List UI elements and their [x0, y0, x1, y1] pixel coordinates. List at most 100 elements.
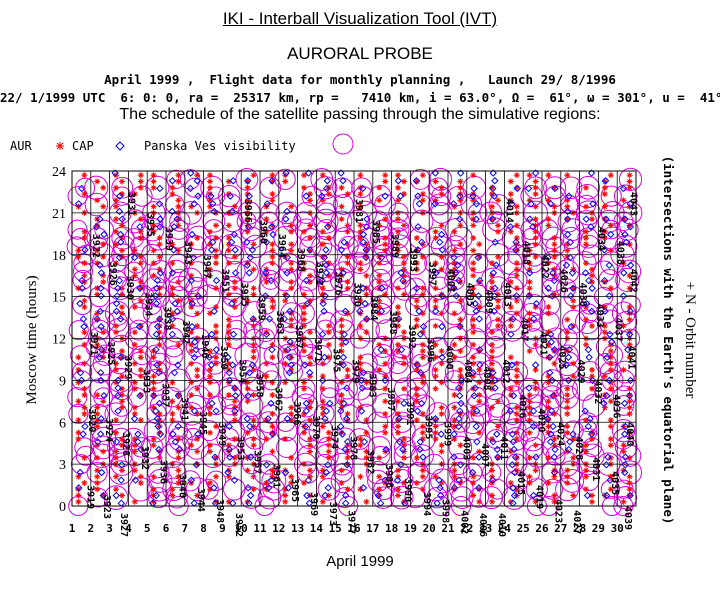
orbit-number-label: 4016	[517, 394, 528, 418]
cap-asterisk	[451, 354, 458, 361]
cap-asterisk	[169, 417, 176, 424]
cap-asterisk	[194, 235, 201, 241]
cap-asterisk	[213, 285, 219, 292]
visibility-diamond	[564, 353, 573, 362]
visibility-diamond	[588, 307, 596, 315]
cap-asterisk	[325, 448, 332, 455]
aur-circle	[405, 293, 428, 317]
cap-asterisk	[457, 222, 464, 229]
aur-circle	[502, 294, 523, 316]
cap-asterisk	[213, 329, 219, 336]
cap-asterisk	[583, 442, 589, 449]
cap-asterisk	[263, 360, 270, 367]
visibility-diamond	[112, 299, 121, 308]
aur-circle	[310, 167, 334, 191]
cap-asterisk	[601, 329, 608, 336]
aur-circle	[520, 219, 542, 240]
y-axis-label: Moscow time (hours)	[24, 275, 40, 404]
visibility-diamond	[581, 269, 590, 277]
visibility-diamond	[304, 476, 313, 484]
cap-asterisk	[363, 448, 370, 455]
aur-circle	[348, 428, 371, 450]
visibility-diamond	[99, 491, 108, 500]
cap-asterisk	[470, 222, 477, 229]
aur-circle	[595, 352, 617, 375]
visibility-diamond	[228, 207, 236, 216]
aur-circle	[66, 236, 87, 257]
cap-asterisk	[301, 348, 307, 355]
cap-asterisk	[526, 479, 533, 486]
visibility-diamond	[97, 292, 105, 300]
cap-asterisk	[119, 442, 125, 449]
cap-asterisk	[583, 341, 589, 348]
cap-asterisk	[113, 429, 119, 436]
cap-asterisk	[376, 366, 383, 373]
visibility-diamond	[586, 415, 594, 423]
visibility-diamond	[437, 230, 446, 239]
cap-asterisk	[269, 241, 276, 248]
cap-asterisk	[451, 247, 458, 254]
cap-asterisk	[513, 379, 520, 386]
orbit-number-label: 3947	[201, 255, 212, 279]
orbit-number-label: 4012	[500, 359, 511, 383]
cap-asterisk	[432, 385, 439, 392]
visibility-diamond	[548, 292, 556, 300]
x-axis-label: April 1999	[326, 553, 394, 570]
cap-asterisk	[175, 197, 182, 204]
visibility-diamond	[489, 476, 497, 484]
orbit-number-label: 3931	[126, 192, 137, 216]
visibility-diamond	[529, 422, 538, 431]
visibility-diamond	[622, 238, 631, 246]
cap-asterisk	[570, 304, 577, 311]
orbit-number-label: 4000	[443, 345, 454, 369]
cap-asterisk	[213, 235, 219, 241]
visibility-diamond	[154, 368, 163, 377]
visibility-diamond	[267, 223, 276, 231]
visibility-diamond	[152, 345, 160, 354]
cap-asterisk	[137, 178, 144, 185]
cap-asterisk	[357, 322, 364, 329]
visibility-diamond	[154, 422, 162, 431]
aur-circle	[298, 429, 319, 449]
cap-asterisk	[269, 392, 276, 399]
cap-asterisk	[489, 203, 495, 210]
visibility-diamond	[621, 230, 629, 239]
cap-asterisk	[231, 398, 238, 405]
cap-asterisk	[438, 404, 445, 411]
cap-asterisk	[382, 241, 389, 248]
cap-asterisk	[607, 366, 614, 373]
cap-asterisk	[81, 329, 88, 336]
cap-asterisk	[319, 398, 326, 405]
aur-circle	[283, 362, 303, 382]
cap-asterisk	[432, 260, 439, 267]
cap-asterisk	[213, 473, 219, 480]
visibility-diamond	[225, 445, 233, 454]
visibility-diamond	[341, 491, 350, 500]
visibility-diamond	[205, 353, 213, 362]
cap-asterisk	[395, 486, 401, 493]
aur-circle	[367, 469, 390, 492]
cap-asterisk	[513, 492, 520, 499]
cap-asterisk	[207, 178, 213, 185]
cap-asterisk	[507, 304, 514, 311]
visibility-diamond	[435, 476, 443, 484]
cap-asterisk	[75, 247, 82, 254]
aur-circle	[613, 211, 634, 232]
visibility-diamond	[359, 484, 368, 492]
visibility-diamond	[248, 361, 257, 369]
cap-asterisk	[119, 191, 125, 198]
cap-asterisk	[263, 373, 270, 380]
visibility-diamond	[192, 345, 200, 354]
cap-asterisk	[338, 398, 345, 405]
cap-asterisk	[545, 260, 552, 267]
cap-asterisk	[150, 354, 157, 361]
visibility-diamond	[549, 269, 557, 277]
cap-asterisk	[188, 272, 195, 279]
cap-asterisk	[476, 304, 483, 311]
visibility-diamond	[413, 361, 422, 369]
cap-asterisk	[94, 341, 101, 348]
visibility-diamond	[209, 200, 217, 208]
visibility-diamond	[134, 430, 142, 438]
cap-asterisk	[526, 473, 533, 480]
visibility-diamond	[438, 246, 447, 254]
